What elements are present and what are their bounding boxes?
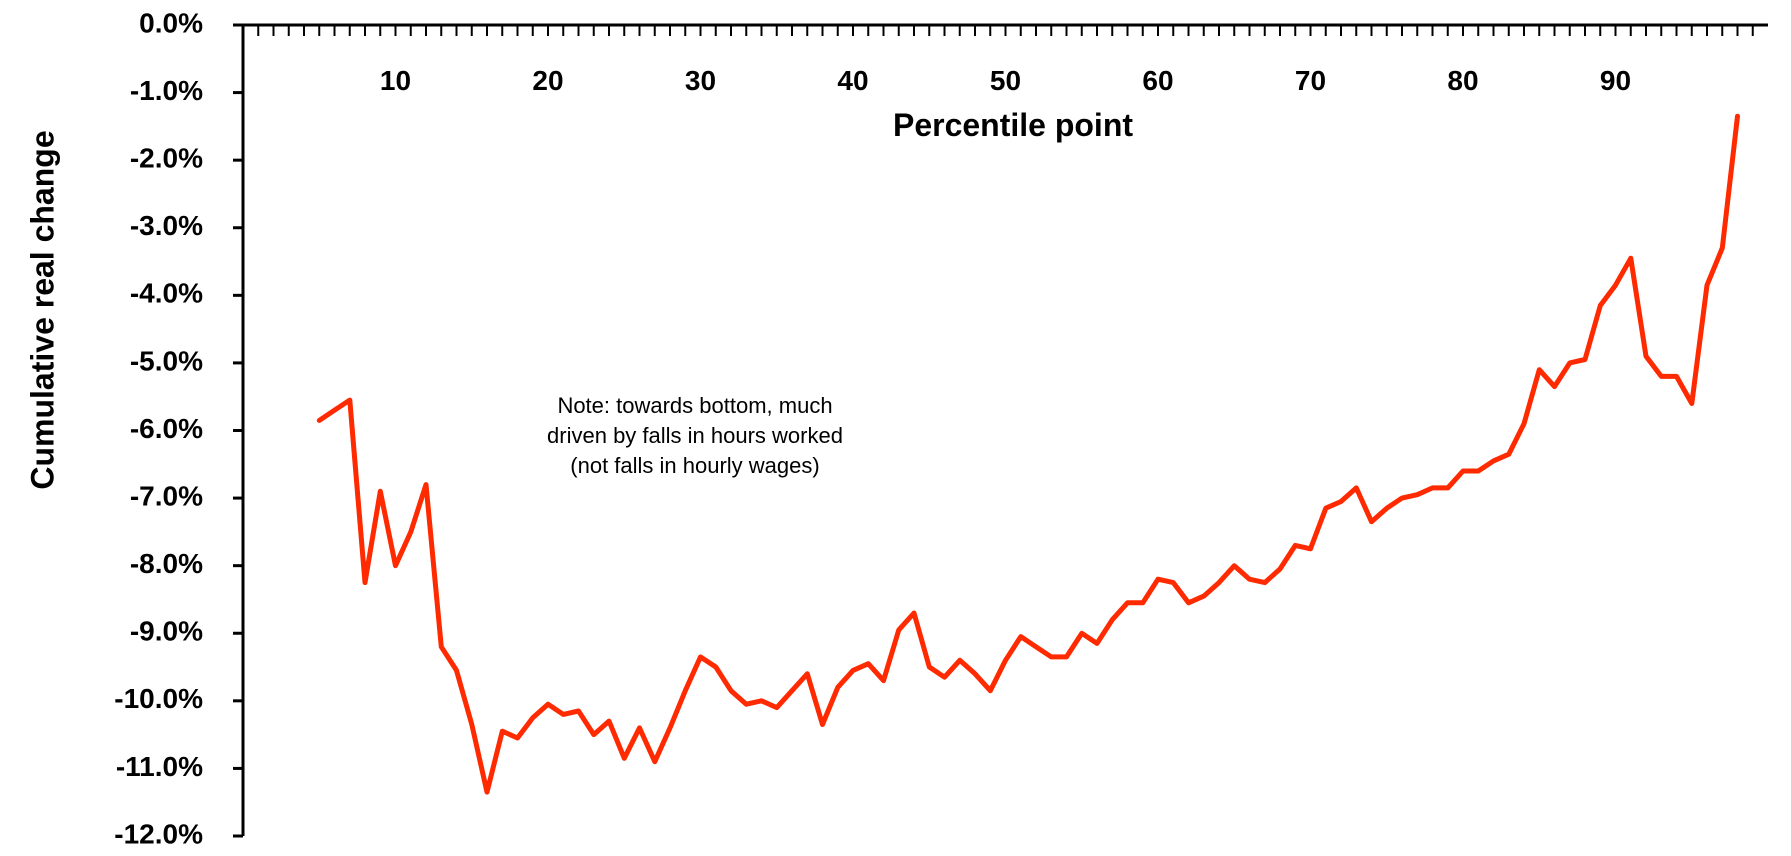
x-axis-title: Percentile point [893, 107, 1133, 143]
y-tick-label: -9.0% [130, 616, 203, 647]
y-axis-title-group: Cumulative real change [24, 130, 60, 489]
annotation-line: driven by falls in hours worked [547, 423, 843, 448]
y-tick-labels: 0.0% -1.0% -2.0% -3.0% -4.0% -5.0% -6.0% -7.0% -… [114, 7, 203, 849]
y-tick-label: 0.0% [139, 7, 203, 38]
x-tick-label: 40 [837, 65, 868, 96]
y-tick-label: -11.0% [116, 751, 203, 782]
x-tick-label: 50 [990, 65, 1021, 96]
x-minor-ticks [257, 25, 1754, 36]
series-line [316, 113, 1740, 795]
y-ticks [233, 23, 243, 838]
x-tick-label: 80 [1447, 65, 1478, 96]
x-tick-labels: 10 20 30 40 50 60 70 80 90 [380, 65, 1631, 96]
series-group [316, 113, 1740, 795]
y-tick-label: -6.0% [130, 413, 203, 444]
y-tick-label: -3.0% [130, 210, 203, 241]
y-tick-label: -10.0% [114, 683, 203, 714]
y-tick-label: -4.0% [130, 278, 203, 309]
annotation-line: Note: towards bottom, much [557, 393, 832, 418]
y-tick-label: -2.0% [130, 143, 203, 174]
annotation-line: (not falls in hourly wages) [570, 453, 819, 478]
y-tick-label: -7.0% [130, 480, 203, 511]
x-tick-label: 10 [380, 65, 411, 96]
y-tick-label: -5.0% [130, 345, 203, 376]
x-tick-label: 70 [1295, 65, 1326, 96]
x-tick-label: 30 [685, 65, 716, 96]
y-axis-title: Cumulative real change [24, 130, 60, 489]
y-tick-label: -8.0% [130, 548, 203, 579]
x-tick-label: 90 [1600, 65, 1631, 96]
x-tick-label: 60 [1142, 65, 1173, 96]
x-tick-label: 20 [532, 65, 563, 96]
y-tick-label: -1.0% [130, 75, 203, 106]
y-tick-label: -12.0% [114, 818, 203, 849]
annotation: Note: towards bottom, much driven by fall… [547, 393, 843, 478]
